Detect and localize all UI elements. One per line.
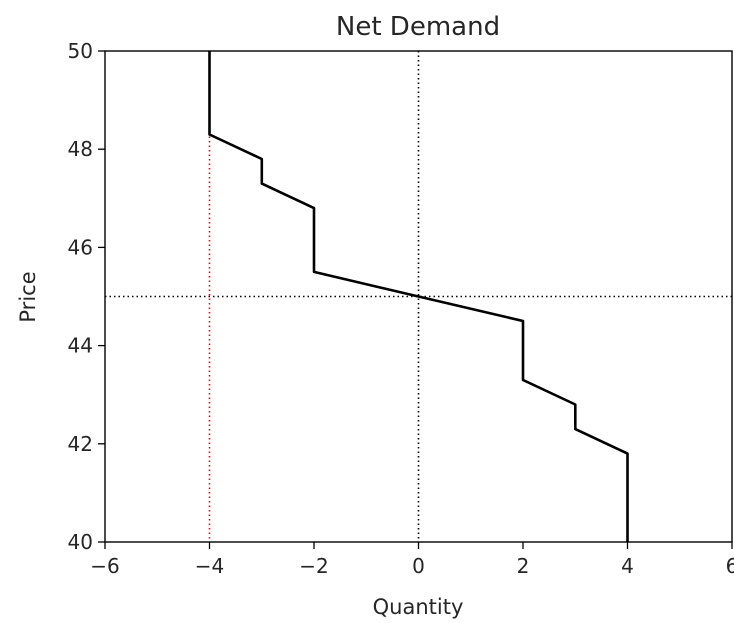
x-tick-label: −4 bbox=[195, 554, 224, 578]
x-tick-label: −6 bbox=[90, 554, 119, 578]
x-axis-label: Quantity bbox=[373, 595, 464, 619]
y-axis-ticks: 40 42 44 46 48 50 bbox=[68, 39, 105, 554]
y-tick-label: 48 bbox=[68, 137, 93, 161]
series-line-0 bbox=[208, 51, 629, 542]
x-axis-ticks: −6 −4 −2 0 2 4 6 bbox=[90, 542, 734, 578]
y-tick-label: 50 bbox=[68, 39, 93, 63]
y-tick-label: 44 bbox=[68, 334, 93, 358]
x-tick-label: 2 bbox=[517, 554, 530, 578]
y-axis-label: Price bbox=[16, 271, 40, 322]
x-tick-label: 6 bbox=[726, 554, 734, 578]
y-tick-label: 42 bbox=[68, 432, 93, 456]
chart-title: Net Demand bbox=[336, 12, 500, 42]
series-group bbox=[208, 51, 629, 542]
x-tick-label: 4 bbox=[621, 554, 634, 578]
x-tick-label: −2 bbox=[299, 554, 328, 578]
y-tick-label: 40 bbox=[68, 530, 93, 554]
x-tick-label: 0 bbox=[412, 554, 425, 578]
y-tick-label: 46 bbox=[68, 235, 93, 259]
